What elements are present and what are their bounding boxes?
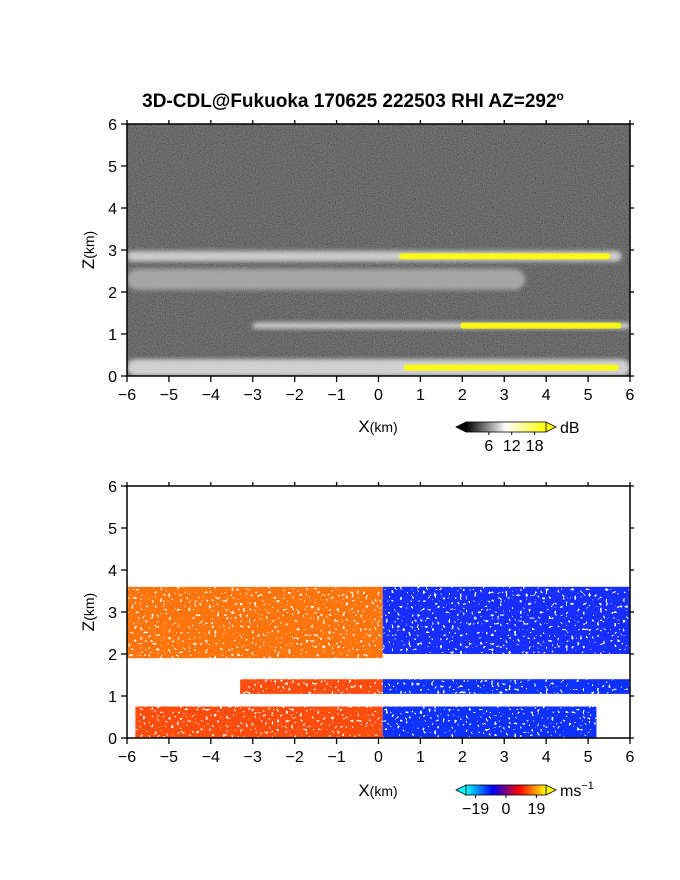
x-tick-label: 6	[626, 387, 635, 404]
x-tick-label: −5	[160, 387, 178, 404]
colorbar-velocity: −19 0 19 ms−1	[455, 780, 594, 818]
y-tick-label: 2	[108, 285, 117, 302]
y-tick-label: 2	[108, 647, 117, 664]
colorbar-unit: dB	[560, 420, 580, 437]
y-tick-label: 1	[108, 689, 117, 706]
y-tick-label: 4	[108, 201, 117, 218]
y-axis-label-1: Z(km)	[79, 231, 98, 269]
colorbar-unit-text: ms	[560, 783, 581, 800]
x-axis-label-2-unit: (km)	[370, 783, 398, 799]
y-axis-label-2: Z(km)	[79, 593, 98, 631]
x-axis-label-1: X(km)	[358, 417, 397, 436]
y-axis-label-2-unit: (km)	[81, 593, 97, 621]
colorbar-unit-superscript: −1	[581, 780, 594, 792]
y-tick-label: 4	[108, 563, 117, 580]
colorbar-high-arrow	[545, 784, 557, 796]
x-tick-label: 0	[374, 749, 383, 766]
x-tick-label: 1	[416, 387, 425, 404]
x-axis-label-2-main: X	[358, 781, 369, 800]
x-tick-label: −6	[118, 749, 136, 766]
colorbar-low-arrow	[455, 421, 467, 433]
colorbar-backscatter: 6 12 18 dB	[455, 420, 580, 455]
backscatter-image	[127, 124, 630, 376]
y-tick-label: 3	[108, 243, 117, 260]
x-tick-label: −6	[118, 387, 136, 404]
colorbar-tick-label: 18	[526, 438, 544, 455]
y-tick-label: 0	[108, 731, 117, 748]
x-tick-label: 2	[458, 749, 467, 766]
x-tick-label: −5	[160, 749, 178, 766]
velocity-region	[240, 679, 383, 694]
x-tick-label: 5	[584, 749, 593, 766]
y-tick-label: 5	[108, 521, 117, 538]
velocity-region	[382, 706, 597, 738]
velocity-region	[127, 586, 383, 659]
x-tick-label: 3	[500, 387, 509, 404]
colorbar-ramp	[465, 784, 547, 796]
colorbar-tick-label: 0	[502, 801, 511, 818]
colorbar-low-arrow	[455, 784, 467, 796]
y-tick-label: 6	[108, 117, 117, 134]
colorbar-high-arrow	[545, 421, 557, 433]
figure-title-text: 3D-CDL@Fukuoka 170625 222503 RHI AZ=292	[142, 91, 556, 112]
x-tick-label: 3	[500, 749, 509, 766]
x-tick-label: −3	[244, 387, 262, 404]
backscatter-layers	[127, 251, 630, 376]
y-tick-label: 3	[108, 605, 117, 622]
colorbar-tick-label: 6	[484, 438, 493, 455]
x-tick-label: 2	[458, 387, 467, 404]
x-axis-label-1-main: X	[358, 417, 369, 436]
y-axis-label-2-main: Z	[79, 621, 98, 631]
x-tick-label: −4	[202, 387, 220, 404]
y-tick-label: 0	[108, 369, 117, 386]
colorbar-ramp	[465, 421, 547, 433]
y-tick-label: 1	[108, 327, 117, 344]
velocity-image	[127, 586, 630, 738]
colorbar-tick-label: 12	[503, 438, 521, 455]
x-tick-label: 5	[584, 387, 593, 404]
x-tick-label: 4	[542, 387, 551, 404]
axes-2: −6 −5 −4 −3 −2 −1 0 1 2 3 4 5 6 0 1 2 3 4 5 6	[108, 479, 634, 766]
backscatter-layer	[127, 359, 630, 376]
backscatter-layer	[127, 268, 526, 290]
y-axis-label-1-main: Z	[79, 259, 98, 269]
x-tick-label: −1	[327, 749, 345, 766]
x-tick-label: −4	[202, 749, 220, 766]
velocity-region	[135, 706, 383, 738]
x-axis-label-1-unit: (km)	[370, 419, 398, 435]
y-tick-label: 6	[108, 479, 117, 496]
backscatter-high-band	[403, 364, 619, 371]
y-tick-label: 5	[108, 159, 117, 176]
x-tick-label: 6	[626, 749, 635, 766]
axes-1: −6 −5 −4 −3 −2 −1 0 1 2 3 4 5 6 0 1 2 3 4 5 6	[108, 117, 634, 404]
x-tick-label: −1	[327, 387, 345, 404]
backscatter-high-band	[399, 253, 611, 260]
x-tick-label: −2	[286, 387, 304, 404]
colorbar-unit-text: dB	[560, 420, 580, 437]
x-tick-label: −3	[244, 749, 262, 766]
x-axis-label-2: X(km)	[358, 781, 397, 800]
colorbar-tick-label: 19	[528, 801, 546, 818]
x-tick-label: −2	[286, 749, 304, 766]
colorbar-unit: ms−1	[560, 780, 594, 800]
velocity-region	[382, 679, 630, 694]
backscatter-noise	[127, 124, 630, 376]
y-axis-label-1-unit: (km)	[81, 231, 97, 259]
x-tick-label: 4	[542, 749, 551, 766]
backscatter-high-band	[460, 322, 622, 329]
velocity-region	[382, 586, 630, 654]
colorbar-tick-label: −19	[462, 801, 489, 818]
x-tick-label: 1	[416, 749, 425, 766]
x-tick-label: 0	[374, 387, 383, 404]
degree-superscript: o	[557, 89, 564, 103]
figure-title: 3D-CDL@Fukuoka 170625 222503 RHI AZ=292o	[142, 89, 564, 112]
